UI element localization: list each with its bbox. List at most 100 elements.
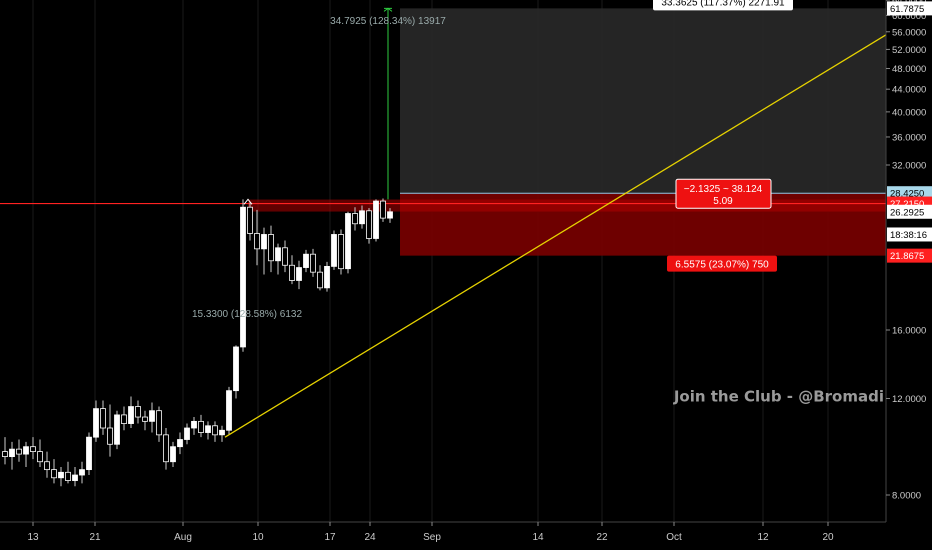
candle — [177, 432, 183, 455]
time-tick-label: 17 — [324, 532, 336, 543]
candle — [233, 345, 239, 399]
candle-body — [282, 247, 288, 266]
price-tick-label: 8.0000 — [892, 491, 921, 502]
candle-body — [128, 406, 134, 424]
candle — [387, 208, 393, 223]
candle — [93, 400, 99, 442]
candle — [345, 211, 351, 274]
candle — [72, 466, 78, 487]
candle-body — [387, 211, 393, 219]
candle — [107, 404, 113, 457]
candle-body — [37, 451, 43, 463]
candle — [268, 225, 274, 273]
candle — [212, 421, 218, 442]
candle — [310, 248, 316, 277]
candle-body — [135, 406, 141, 418]
candle — [58, 466, 64, 487]
candle-body — [254, 233, 260, 250]
ascending-trendline[interactable] — [224, 34, 887, 438]
time-tick-label: 10 — [252, 532, 264, 543]
candles — [2, 198, 393, 487]
candle-body — [247, 206, 253, 234]
candle — [51, 459, 57, 484]
long-target-tag: 33.3625 (117.37%) 2271.91 — [653, 0, 793, 11]
candle-body — [163, 434, 169, 463]
candle-body — [338, 234, 344, 270]
price-tick-label: 32.0000 — [892, 161, 926, 172]
candle — [100, 400, 106, 435]
candle-body — [233, 346, 239, 392]
candle — [198, 414, 204, 438]
time-tick-label: Sep — [423, 532, 441, 543]
candle-body — [51, 469, 57, 479]
candle — [23, 441, 29, 467]
candle — [65, 461, 71, 484]
candle-body — [275, 247, 281, 262]
candle — [373, 199, 379, 242]
watermark: Join the Club - @Bromadi — [673, 388, 884, 406]
candle — [254, 209, 260, 266]
candle — [2, 437, 8, 465]
candle-body — [303, 253, 309, 268]
measure-target-label: 34.7925 (128.34%) 13917 — [330, 16, 446, 27]
candle — [317, 265, 323, 291]
candle — [170, 441, 176, 467]
candle — [156, 406, 162, 442]
time-axis-bg — [0, 522, 932, 550]
candle-body — [86, 436, 92, 471]
candle — [128, 396, 134, 429]
candle — [184, 423, 190, 445]
price-tag-label: 61.7875 — [890, 4, 924, 15]
candle-body — [121, 414, 127, 424]
measure-arrow — [243, 7, 393, 205]
candle-body — [359, 210, 365, 225]
candle-body — [44, 461, 50, 471]
price-tick-label: 12.0000 — [892, 394, 926, 405]
candle-body — [142, 416, 148, 422]
candle-body — [380, 200, 386, 219]
candle — [205, 421, 211, 440]
candle-body — [345, 213, 351, 270]
candle-body — [170, 446, 176, 463]
resistance-band — [248, 199, 886, 212]
candle — [191, 417, 197, 435]
candle — [79, 461, 85, 484]
candle-body — [100, 408, 106, 429]
price-tag-bg — [887, 248, 932, 263]
candle — [359, 205, 365, 229]
candle-body — [177, 439, 183, 448]
candle-body — [72, 474, 78, 481]
long-stop-tag: 6.5575 (23.07%) 750 — [667, 255, 777, 272]
candle — [352, 207, 358, 231]
price-tag-label: 26.2925 — [890, 207, 924, 218]
candle — [282, 240, 288, 273]
candle — [37, 439, 43, 467]
time-tick-label: 13 — [27, 532, 39, 543]
price-tick-label: 36.0000 — [892, 132, 926, 143]
candle — [338, 229, 344, 275]
candle-body — [30, 446, 36, 452]
price-tick-label: 16.0000 — [892, 326, 926, 337]
position-ratio-label: 5.09 — [713, 196, 733, 207]
time-tick-label: 12 — [757, 532, 769, 543]
candle-body — [373, 200, 379, 239]
time-tick-label: 14 — [532, 532, 544, 543]
candle-body — [352, 213, 358, 225]
candle — [114, 410, 120, 450]
long-target-label: 33.3625 (117.37%) 2271.91 — [661, 0, 785, 8]
candle — [9, 441, 15, 470]
candle — [149, 402, 155, 433]
candle-body — [205, 425, 211, 433]
time-axis[interactable]: 13 21 Aug 10 17 24 Sep 14 22 Oct 12 20 — [0, 521, 932, 550]
candle-body — [240, 206, 246, 348]
candle — [240, 199, 246, 352]
price-tag-label: 21.8675 — [890, 251, 924, 262]
candle-body — [79, 469, 85, 476]
candle — [261, 227, 267, 275]
candle — [247, 201, 253, 241]
candle-body — [331, 234, 337, 267]
target-zone — [400, 8, 886, 194]
long-stop-label: 6.5575 (23.07%) 750 — [675, 260, 769, 271]
